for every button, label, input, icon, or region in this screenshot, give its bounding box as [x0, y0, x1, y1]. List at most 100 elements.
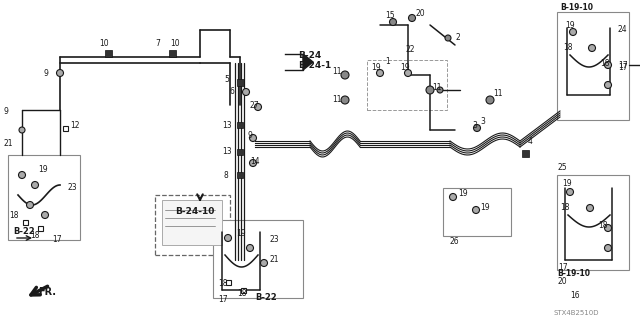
Bar: [237, 172, 243, 178]
Circle shape: [260, 259, 268, 266]
Text: B-19-10: B-19-10: [560, 4, 593, 12]
Bar: [237, 149, 243, 155]
Text: 15: 15: [385, 11, 395, 19]
Circle shape: [589, 44, 595, 51]
Circle shape: [341, 71, 349, 79]
Bar: [162, 200, 222, 245]
Text: 12: 12: [70, 121, 79, 130]
Text: 19: 19: [400, 63, 410, 72]
Text: B-22: B-22: [13, 227, 35, 236]
Text: B-24: B-24: [298, 51, 321, 61]
Text: FR.: FR.: [38, 287, 56, 297]
Text: 1: 1: [385, 57, 390, 66]
Bar: [104, 49, 111, 56]
Text: 14: 14: [250, 158, 260, 167]
Circle shape: [19, 172, 26, 179]
Text: 11: 11: [432, 83, 442, 92]
Text: B-19-10: B-19-10: [557, 270, 590, 278]
Bar: [557, 175, 629, 270]
Text: 11: 11: [332, 95, 342, 105]
Circle shape: [255, 103, 262, 110]
Text: 17: 17: [52, 235, 61, 244]
Polygon shape: [285, 54, 303, 70]
Circle shape: [31, 182, 38, 189]
Bar: [63, 125, 67, 130]
Text: 21: 21: [4, 138, 13, 147]
Circle shape: [605, 81, 611, 88]
Text: 23: 23: [270, 235, 280, 244]
Bar: [8, 155, 80, 240]
Text: B-24-1: B-24-1: [298, 62, 332, 70]
Circle shape: [449, 194, 456, 201]
Text: 9: 9: [44, 69, 49, 78]
Text: 6: 6: [230, 87, 235, 97]
Text: 22: 22: [405, 46, 415, 55]
Text: 18: 18: [237, 288, 246, 298]
Circle shape: [605, 225, 611, 232]
Text: 5: 5: [224, 76, 229, 85]
Circle shape: [56, 70, 63, 77]
Text: 19: 19: [38, 166, 47, 174]
Circle shape: [390, 19, 397, 26]
Text: 9: 9: [4, 108, 9, 116]
Text: 17: 17: [618, 61, 628, 70]
Text: 11: 11: [493, 88, 502, 98]
Text: 11: 11: [332, 68, 342, 77]
Text: 19: 19: [458, 189, 468, 197]
Text: 4: 4: [528, 137, 533, 146]
Text: 3: 3: [480, 117, 485, 127]
Text: 24: 24: [618, 26, 628, 34]
Circle shape: [408, 14, 415, 21]
Bar: [225, 279, 230, 285]
Text: 13: 13: [222, 121, 232, 130]
Text: B-24-10: B-24-10: [175, 207, 214, 217]
Text: 21: 21: [270, 256, 280, 264]
Circle shape: [404, 70, 412, 77]
Bar: [237, 122, 243, 128]
Text: 25: 25: [558, 164, 568, 173]
Text: 13: 13: [222, 147, 232, 157]
Circle shape: [26, 202, 33, 209]
Bar: [22, 219, 28, 225]
Text: 9: 9: [248, 131, 253, 140]
Circle shape: [445, 35, 451, 41]
Text: 19: 19: [565, 20, 575, 29]
Circle shape: [586, 204, 593, 211]
Text: 3: 3: [472, 121, 477, 130]
Bar: [241, 287, 246, 293]
Circle shape: [376, 70, 383, 77]
Text: 19: 19: [371, 63, 381, 72]
Circle shape: [486, 96, 494, 104]
Circle shape: [250, 160, 257, 167]
Text: 20: 20: [558, 278, 568, 286]
Text: B-22: B-22: [255, 293, 276, 302]
Text: 10: 10: [99, 40, 109, 48]
Text: 20: 20: [415, 9, 424, 18]
Text: 17: 17: [558, 263, 568, 272]
Circle shape: [243, 88, 250, 95]
Circle shape: [474, 124, 481, 131]
Text: 10: 10: [170, 40, 180, 48]
Text: STX4B2510D: STX4B2510D: [553, 310, 598, 316]
Bar: [557, 12, 629, 120]
Circle shape: [42, 211, 49, 219]
Bar: [237, 78, 243, 85]
Bar: [522, 150, 529, 157]
Text: 18: 18: [560, 203, 570, 211]
Bar: [367, 60, 447, 110]
Text: 17: 17: [618, 63, 628, 72]
Text: 18: 18: [30, 231, 40, 240]
Circle shape: [246, 244, 253, 251]
Circle shape: [566, 189, 573, 196]
Text: 7: 7: [155, 40, 160, 48]
Bar: [168, 49, 175, 56]
Circle shape: [19, 127, 25, 133]
Circle shape: [250, 135, 257, 142]
Text: 19: 19: [562, 179, 572, 188]
Circle shape: [426, 86, 434, 94]
Circle shape: [605, 244, 611, 251]
Circle shape: [605, 62, 611, 69]
Text: 2: 2: [455, 33, 460, 42]
Text: 19: 19: [236, 229, 246, 239]
Bar: [155, 195, 230, 255]
